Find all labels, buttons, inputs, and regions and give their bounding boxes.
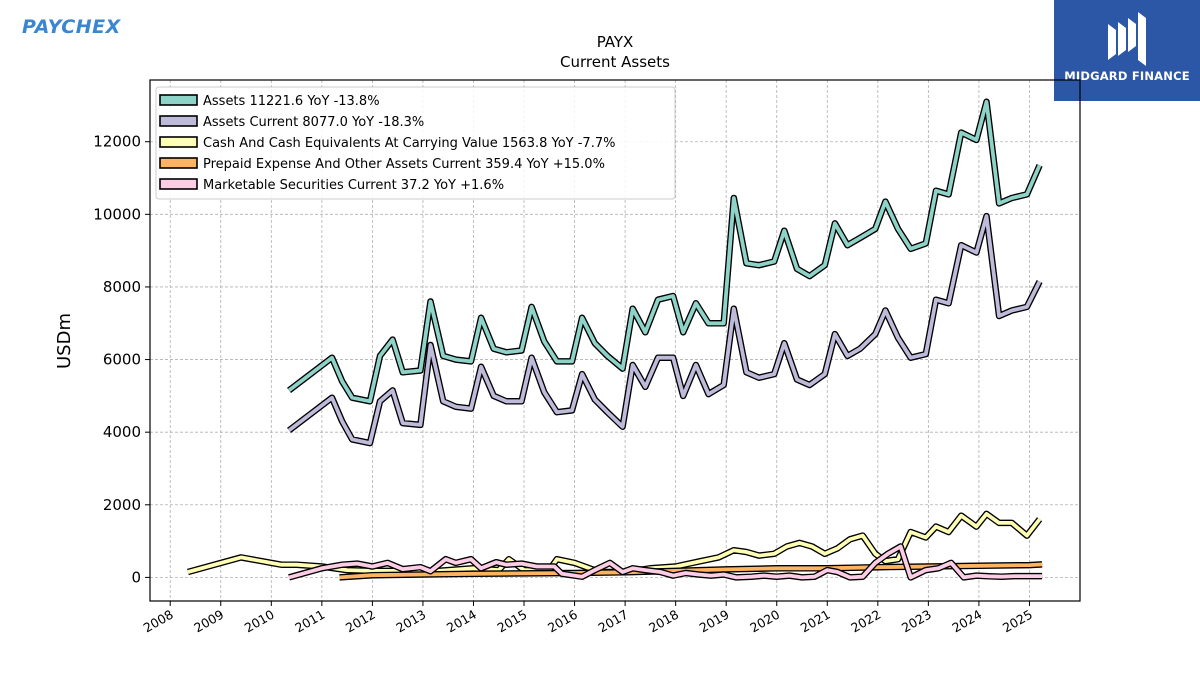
y-tick-label: 0 (131, 568, 141, 586)
legend: Assets 11221.6 YoY -13.8% Assets Current … (155, 86, 676, 200)
y-axis-label: USDm (54, 313, 75, 369)
series-lines (187, 98, 1043, 581)
x-tick-label: 2020 (747, 607, 782, 636)
x-tick-label: 2011 (292, 607, 327, 636)
legend-swatch (159, 136, 198, 148)
x-tick-label: 2008 (141, 607, 176, 636)
legend-swatch (159, 115, 198, 127)
series-stroke (287, 99, 1042, 404)
midgard-finance-logo: MIDGARD FINANCE (1054, 0, 1200, 101)
x-tick-label: 2010 (242, 607, 277, 636)
x-tick-label: 2016 (545, 607, 580, 636)
series-stroke (288, 544, 1043, 580)
x-tick-label: 2009 (191, 607, 226, 636)
y-tick-label: 10000 (93, 205, 141, 223)
x-tick-label: 2012 (343, 607, 378, 636)
legend-entry-label: Assets Current 8077.0 YoY -18.3% (203, 115, 424, 130)
x-tick-label: 2019 (697, 607, 732, 636)
legend-entry-label: Prepaid Expense And Other Assets Current… (203, 157, 605, 172)
series-5-line (288, 543, 1043, 581)
legend-box (155, 86, 676, 200)
y-tick-label: 12000 (93, 133, 141, 151)
x-tick-label: 2018 (646, 607, 681, 636)
x-tick-label: 2014 (444, 607, 479, 636)
x-tick-label: 2025 (1000, 607, 1035, 636)
y-tick-label: 2000 (103, 496, 141, 514)
legend-entry-label: Assets 11221.6 YoY -13.8% (203, 94, 380, 109)
chart-subtitle: Current Assets (560, 53, 670, 71)
legend-entry-label: Marketable Securities Current 37.2 YoY +… (203, 178, 504, 193)
y-tick-label: 8000 (103, 278, 141, 296)
x-tick-label: 2017 (596, 607, 631, 636)
series-2-line (287, 212, 1043, 447)
legend-swatch (159, 157, 198, 169)
legend-entry-label: Cash And Cash Equivalents At Carrying Va… (203, 136, 615, 151)
x-tick-label: 2022 (848, 607, 883, 636)
paychex-logo: PAYCHEX (22, 16, 121, 38)
series-outline (287, 212, 1043, 447)
y-tick-label: 6000 (103, 351, 141, 369)
x-tick-label: 2023 (899, 607, 934, 636)
x-tick-label: 2024 (949, 607, 984, 636)
legend-swatch (159, 178, 198, 190)
x-tick-label: 2015 (494, 607, 529, 636)
midgard-finance-label: MIDGARD FINANCE (1064, 69, 1190, 83)
plot-area-frame (149, 79, 1081, 602)
midgard-monogram-icon (1108, 12, 1146, 66)
legend-swatch (159, 94, 198, 106)
x-tick-label: 2013 (393, 607, 428, 636)
series-1-line (287, 98, 1043, 405)
chart-title: PAYX (597, 33, 634, 51)
series-stroke (287, 214, 1042, 446)
y-tick-label: 4000 (103, 423, 141, 441)
x-tick-label: 2021 (798, 607, 833, 636)
